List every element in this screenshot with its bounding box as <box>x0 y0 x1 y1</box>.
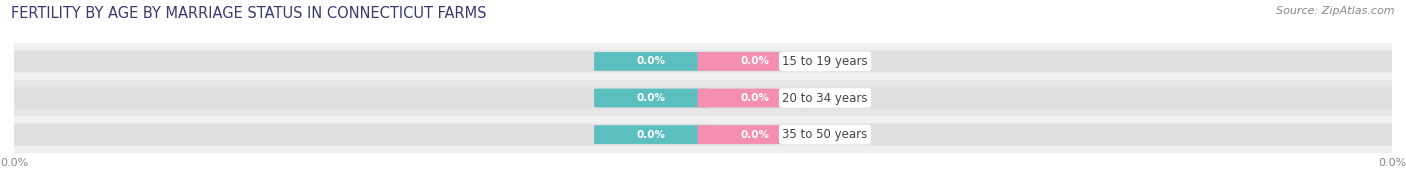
FancyBboxPatch shape <box>4 87 1402 109</box>
Text: 0.0%: 0.0% <box>740 93 769 103</box>
Text: 0.0%: 0.0% <box>740 56 769 66</box>
FancyBboxPatch shape <box>697 89 811 107</box>
FancyBboxPatch shape <box>595 52 709 71</box>
Text: 35 to 50 years: 35 to 50 years <box>782 128 868 141</box>
Text: FERTILITY BY AGE BY MARRIAGE STATUS IN CONNECTICUT FARMS: FERTILITY BY AGE BY MARRIAGE STATUS IN C… <box>11 6 486 21</box>
FancyBboxPatch shape <box>697 52 811 71</box>
Text: 15 to 19 years: 15 to 19 years <box>782 55 868 68</box>
FancyBboxPatch shape <box>697 125 811 144</box>
Text: 0.0%: 0.0% <box>637 56 666 66</box>
FancyBboxPatch shape <box>4 124 1402 146</box>
Text: 0.0%: 0.0% <box>637 130 666 140</box>
FancyBboxPatch shape <box>595 125 709 144</box>
Text: 0.0%: 0.0% <box>637 93 666 103</box>
FancyBboxPatch shape <box>4 50 1402 72</box>
Text: 20 to 34 years: 20 to 34 years <box>782 92 868 104</box>
Text: Source: ZipAtlas.com: Source: ZipAtlas.com <box>1277 6 1395 16</box>
Bar <box>14 80 1392 116</box>
Bar <box>14 116 1392 153</box>
Bar <box>14 43 1392 80</box>
Text: 0.0%: 0.0% <box>740 130 769 140</box>
FancyBboxPatch shape <box>595 89 709 107</box>
